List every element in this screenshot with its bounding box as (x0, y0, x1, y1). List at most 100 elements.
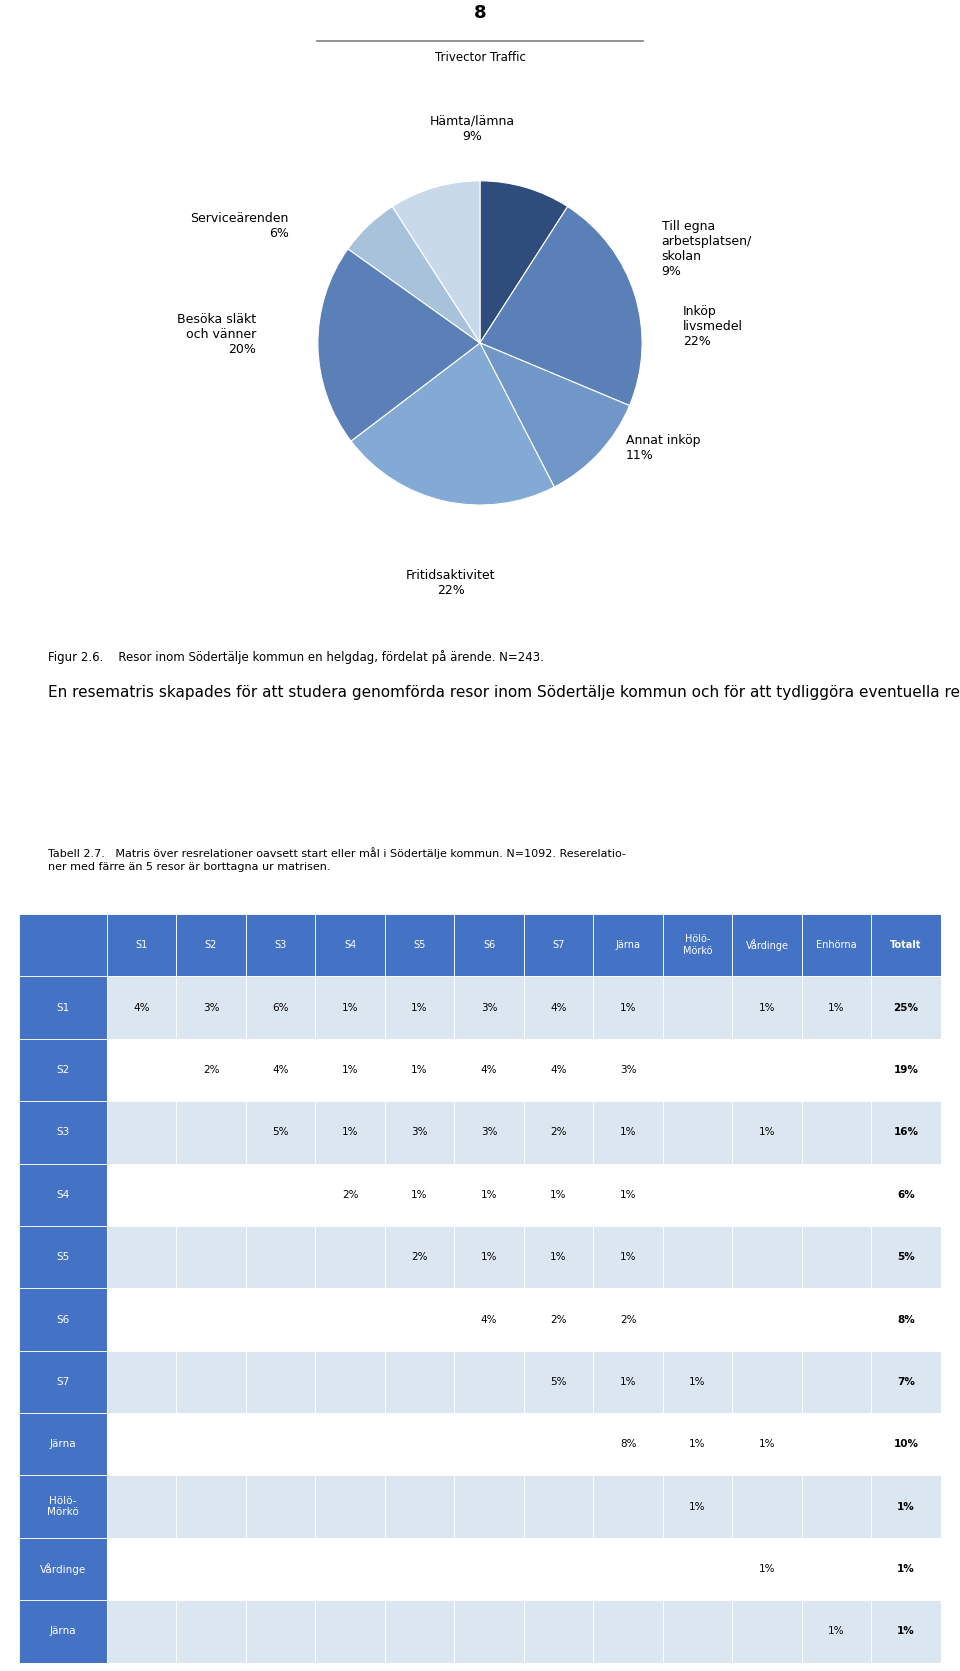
Bar (454, 1227, 524, 1288)
Bar (315, 1163, 385, 1227)
Text: 5%: 5% (273, 1128, 289, 1138)
Bar (177, 1101, 246, 1163)
Bar (732, 1350, 802, 1414)
Bar (872, 1350, 941, 1414)
Bar (872, 1039, 941, 1101)
Bar (177, 1163, 246, 1227)
Bar (246, 1163, 315, 1227)
Bar (872, 1101, 941, 1163)
Text: Enhörna: Enhörna (816, 941, 857, 951)
Bar (593, 1163, 662, 1227)
Bar (19, 1039, 107, 1101)
Text: 1%: 1% (898, 1626, 915, 1636)
Wedge shape (480, 180, 567, 343)
Text: 1%: 1% (481, 1252, 497, 1262)
Text: 1%: 1% (828, 1003, 845, 1013)
Bar (732, 1537, 802, 1601)
Bar (662, 1039, 732, 1101)
Bar (19, 1288, 107, 1350)
Text: 1%: 1% (758, 1439, 776, 1449)
Text: 5%: 5% (898, 1252, 915, 1262)
Bar (732, 1414, 802, 1475)
Text: S2: S2 (57, 1064, 70, 1074)
Bar (246, 1414, 315, 1475)
Bar (107, 976, 177, 1039)
Text: 1%: 1% (620, 1252, 636, 1262)
Wedge shape (393, 180, 480, 343)
Bar (732, 1039, 802, 1101)
Bar (872, 1537, 941, 1601)
Bar (107, 1288, 177, 1350)
Text: 1%: 1% (689, 1439, 706, 1449)
Bar (315, 1601, 385, 1663)
Bar (732, 1475, 802, 1537)
Bar (19, 1227, 107, 1288)
Bar (732, 914, 802, 976)
Bar (593, 1537, 662, 1601)
Bar (19, 1414, 107, 1475)
Text: Besöka släkt
och vänner
20%: Besöka släkt och vänner 20% (178, 314, 256, 356)
Bar (19, 1350, 107, 1414)
Text: S5: S5 (414, 941, 425, 951)
Bar (107, 914, 177, 976)
Text: 5%: 5% (550, 1377, 566, 1387)
Bar (246, 914, 315, 976)
Text: 1%: 1% (898, 1502, 915, 1512)
Bar (315, 1414, 385, 1475)
Text: 3%: 3% (411, 1128, 428, 1138)
Text: Järna: Järna (50, 1626, 76, 1636)
Bar (107, 1227, 177, 1288)
Bar (662, 1601, 732, 1663)
Bar (662, 1475, 732, 1537)
Text: 1%: 1% (689, 1502, 706, 1512)
Bar (177, 1039, 246, 1101)
Bar (107, 1101, 177, 1163)
Text: 19%: 19% (894, 1064, 919, 1074)
Bar (385, 976, 454, 1039)
Bar (385, 1163, 454, 1227)
Bar (246, 1350, 315, 1414)
Bar (732, 976, 802, 1039)
Text: 4%: 4% (273, 1064, 289, 1074)
Bar (802, 1039, 872, 1101)
Bar (732, 1101, 802, 1163)
Bar (802, 1163, 872, 1227)
Bar (524, 1475, 593, 1537)
Bar (593, 976, 662, 1039)
Bar (872, 1227, 941, 1288)
Bar (246, 1288, 315, 1350)
Bar (177, 1414, 246, 1475)
Bar (872, 1414, 941, 1475)
Text: 1%: 1% (550, 1252, 566, 1262)
Bar (732, 1288, 802, 1350)
Bar (593, 1350, 662, 1414)
Bar (385, 1350, 454, 1414)
Text: 1%: 1% (620, 1377, 636, 1387)
Bar (802, 976, 872, 1039)
Bar (802, 1537, 872, 1601)
Text: 1%: 1% (411, 1064, 428, 1074)
Bar (177, 976, 246, 1039)
Text: Totalt: Totalt (890, 941, 922, 951)
Bar (315, 1537, 385, 1601)
Text: S7: S7 (552, 941, 564, 951)
Bar (246, 1537, 315, 1601)
Bar (315, 914, 385, 976)
Bar (872, 1288, 941, 1350)
Wedge shape (348, 207, 480, 343)
Text: 3%: 3% (203, 1003, 219, 1013)
Text: 1%: 1% (411, 1190, 428, 1200)
Text: Vårdinge: Vårdinge (746, 939, 788, 951)
Bar (246, 1227, 315, 1288)
Bar (524, 1537, 593, 1601)
Text: 4%: 4% (481, 1315, 497, 1325)
Text: 7%: 7% (897, 1377, 915, 1387)
Text: 1%: 1% (342, 1003, 358, 1013)
Bar (19, 976, 107, 1039)
Wedge shape (318, 249, 480, 441)
Text: 1%: 1% (411, 1003, 428, 1013)
Text: S1: S1 (57, 1003, 70, 1013)
Bar (593, 914, 662, 976)
Bar (107, 1350, 177, 1414)
Text: Trivector Traffic: Trivector Traffic (435, 50, 525, 63)
